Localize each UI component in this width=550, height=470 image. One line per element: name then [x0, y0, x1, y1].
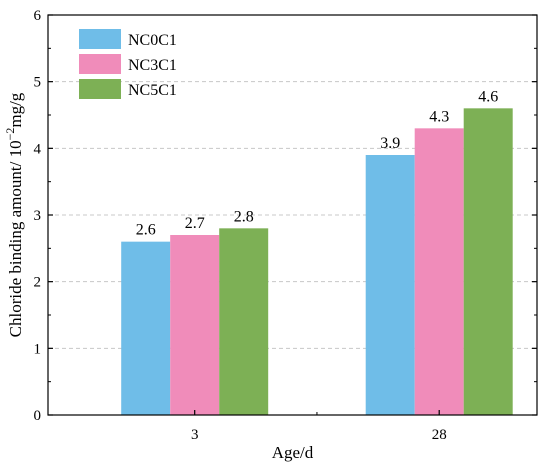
- data-label: 2.7: [185, 215, 205, 232]
- y-axis-title-exponent: −2: [3, 128, 17, 141]
- data-label: 4.6: [478, 88, 498, 105]
- x-tick-label: 3: [191, 427, 199, 443]
- legend-label: NC0C1: [128, 32, 177, 49]
- data-label: 3.9: [380, 135, 400, 152]
- y-tick-label: 1: [34, 341, 42, 357]
- y-tick-label: 6: [34, 8, 42, 24]
- y-axis-title: Chloride binding amount/ 10−2mg/g: [3, 92, 25, 337]
- legend-swatch: [79, 54, 121, 74]
- bar: [170, 235, 220, 415]
- bar: [414, 128, 464, 416]
- labels: 2.6 3.9 2.7 4.3 2.8 4.6 0 1 2 3 4 5 6 3 28 Age/d Chlorid…: [3, 8, 498, 462]
- data-label: 2.6: [136, 222, 156, 239]
- axes: [47, 14, 538, 416]
- data-label: 4.3: [429, 108, 449, 125]
- bar: [463, 108, 513, 415]
- y-tick-label: 2: [34, 275, 42, 291]
- y-tick-label: 3: [34, 208, 42, 224]
- legend-label: NC5C1: [128, 82, 177, 99]
- y-tick-label: 5: [34, 75, 42, 91]
- legend-swatch: [79, 29, 121, 49]
- legend: NC0C1 NC3C1 NC5C1: [79, 29, 177, 99]
- bar: [121, 241, 171, 415]
- bar: [365, 155, 415, 415]
- legend-label: NC3C1: [128, 57, 177, 74]
- y-tick-label: 0: [34, 408, 42, 424]
- bars: [121, 108, 513, 416]
- y-axis-title-unit: mg/g: [6, 92, 25, 127]
- y-axis-title-main: Chloride binding amount/ 10: [6, 140, 25, 337]
- legend-swatch: [79, 79, 121, 99]
- data-label: 2.8: [234, 208, 254, 225]
- y-tick-label: 4: [34, 141, 42, 157]
- bar: [219, 228, 269, 415]
- x-tick-label: 28: [432, 427, 447, 443]
- x-axis-title: Age/d: [272, 443, 314, 462]
